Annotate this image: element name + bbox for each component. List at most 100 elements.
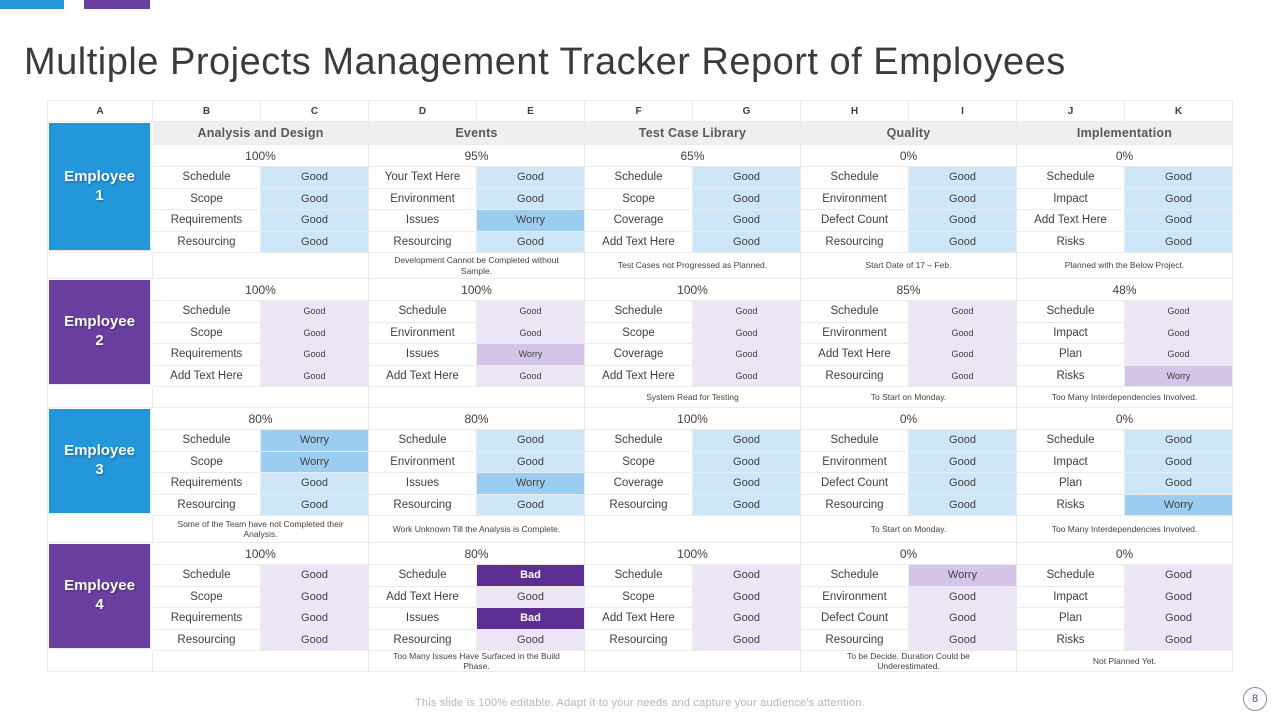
status-cell: Good — [1125, 473, 1233, 495]
percent-cell: 0% — [1017, 408, 1233, 430]
metric-label-cell: Schedule — [1017, 565, 1125, 587]
metric-label-cell: Resourcing — [153, 629, 261, 651]
metric-label-cell: Resourcing — [801, 494, 909, 516]
col-letter-g: G — [693, 101, 801, 122]
status-cell: Good — [909, 167, 1017, 189]
status-cell: Good — [1125, 344, 1233, 366]
accent-bar-purple — [84, 0, 150, 9]
note-cell: Too Many Interdependencies Involved. — [1017, 516, 1233, 543]
status-cell: Good — [909, 451, 1017, 473]
percent-cell: 100% — [153, 543, 369, 565]
note-cell: Test Cases not Progressed as Planned. — [585, 253, 801, 279]
status-cell: Worry — [261, 451, 369, 473]
metric-label-cell: Add Text Here — [801, 344, 909, 366]
metric-label-cell: Issues — [369, 210, 477, 232]
percent-cell: 0% — [1017, 543, 1233, 565]
status-cell: Good — [693, 188, 801, 210]
status-cell: Good — [477, 494, 585, 516]
status-cell: Good — [1125, 301, 1233, 323]
status-cell: Good — [693, 494, 801, 516]
metric-label-cell: Schedule — [369, 430, 477, 452]
metric-label-cell: Add Text Here — [585, 608, 693, 630]
status-cell: Good — [1125, 322, 1233, 344]
note-spacer-cell — [48, 651, 153, 672]
section-header: Events — [369, 122, 585, 145]
metric-label-cell: Schedule — [153, 301, 261, 323]
metric-label-cell: Environment — [801, 451, 909, 473]
note-cell: To be Decide. Duration Could be Underest… — [801, 651, 1017, 672]
metric-label-cell: Scope — [153, 451, 261, 473]
metric-label-cell: Resourcing — [801, 365, 909, 387]
note-cell — [585, 651, 801, 672]
section-header: Implementation — [1017, 122, 1233, 145]
metric-label-cell: Scope — [585, 586, 693, 608]
note-cell: Not Planned Yet. — [1017, 651, 1233, 672]
metric-label-cell: Environment — [801, 586, 909, 608]
col-letter-i: I — [909, 101, 1017, 122]
status-cell: Bad — [477, 608, 585, 630]
metric-label-cell: Resourcing — [585, 629, 693, 651]
metric-label-cell: Impact — [1017, 322, 1125, 344]
percent-cell: 65% — [585, 145, 801, 167]
metric-label-cell: Scope — [585, 188, 693, 210]
note-cell — [153, 253, 369, 279]
status-cell: Good — [909, 344, 1017, 366]
employee-cell: Employee 4 — [49, 544, 151, 649]
status-cell: Good — [261, 473, 369, 495]
status-cell: Good — [261, 231, 369, 253]
percent-cell: 100% — [153, 279, 369, 301]
metric-label-cell: Scope — [153, 586, 261, 608]
metric-label-cell: Scope — [153, 322, 261, 344]
status-cell: Good — [477, 167, 585, 189]
status-cell: Good — [261, 365, 369, 387]
status-cell: Good — [693, 231, 801, 253]
metric-label-cell: Risks — [1017, 365, 1125, 387]
percent-cell: 80% — [369, 543, 585, 565]
status-cell: Good — [909, 231, 1017, 253]
status-cell: Worry — [1125, 365, 1233, 387]
col-letter-b: B — [153, 101, 261, 122]
metric-label-cell: Defect Count — [801, 473, 909, 495]
employee-cell: Employee 3 — [49, 409, 151, 514]
metric-label-cell: Risks — [1017, 629, 1125, 651]
note-cell: To Start on Monday. — [801, 516, 1017, 543]
status-cell: Good — [261, 629, 369, 651]
status-cell: Good — [909, 629, 1017, 651]
metric-label-cell: Plan — [1017, 473, 1125, 495]
metric-label-cell: Schedule — [585, 301, 693, 323]
percent-cell: 100% — [585, 543, 801, 565]
metric-label-cell: Resourcing — [585, 494, 693, 516]
status-cell: Good — [261, 608, 369, 630]
status-cell: Good — [477, 629, 585, 651]
metric-label-cell: Resourcing — [153, 231, 261, 253]
metric-label-cell: Plan — [1017, 344, 1125, 366]
section-header: Quality — [801, 122, 1017, 145]
status-cell: Good — [693, 473, 801, 495]
col-letter-j: J — [1017, 101, 1125, 122]
metric-label-cell: Requirements — [153, 473, 261, 495]
metric-label-cell: Schedule — [369, 565, 477, 587]
status-cell: Good — [909, 473, 1017, 495]
status-cell: Good — [261, 322, 369, 344]
note-cell — [153, 387, 369, 408]
note-cell: Planned with the Below Project. — [1017, 253, 1233, 279]
percent-cell: 0% — [1017, 145, 1233, 167]
note-cell — [153, 651, 369, 672]
status-cell: Worry — [477, 210, 585, 232]
note-cell: To Start on Monday. — [801, 387, 1017, 408]
section-header: Analysis and Design — [153, 122, 369, 145]
metric-label-cell: Schedule — [153, 430, 261, 452]
metric-label-cell: Schedule — [369, 301, 477, 323]
metric-label-cell: Issues — [369, 473, 477, 495]
metric-label-cell: Add Text Here — [153, 365, 261, 387]
status-cell: Good — [1125, 629, 1233, 651]
metric-label-cell: Risks — [1017, 494, 1125, 516]
col-letter-h: H — [801, 101, 909, 122]
status-cell: Good — [693, 365, 801, 387]
status-cell: Good — [909, 210, 1017, 232]
metric-label-cell: Issues — [369, 344, 477, 366]
status-cell: Good — [909, 608, 1017, 630]
note-spacer-cell — [48, 516, 153, 543]
metric-label-cell: Schedule — [1017, 167, 1125, 189]
metric-label-cell: Resourcing — [369, 494, 477, 516]
